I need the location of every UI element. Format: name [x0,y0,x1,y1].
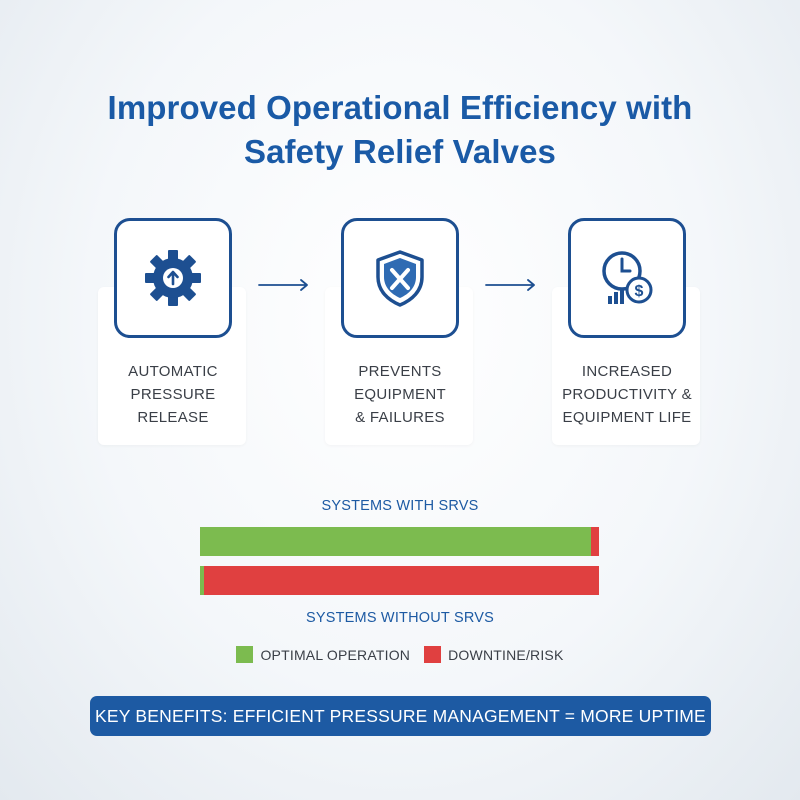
svg-text:$: $ [635,283,644,300]
step-label-line: PRESSURE [130,386,216,403]
page-title: Improved Operational Efficiency with Saf… [0,86,800,174]
bar-without-srvs [200,566,599,595]
bar-segment-risk-without-srvs [203,566,599,595]
step-2-icon-box [341,218,459,338]
bar-segment-optimal-without-srvs [200,566,204,595]
step-label-line: AUTOMATIC [128,363,218,380]
legend-swatch-optimal [236,646,254,663]
step-3-label: INCREASED PRODUCTIVITY & EQUIPMENT LIFE [547,360,707,429]
title-line-2: Safety Relief Valves [243,133,557,170]
step-label-line: PREVENTS [358,363,442,380]
banner-text: KEY BENEFITS: EFFICIENT PRESSURE MANAGEM… [95,705,706,726]
step-1-label: AUTOMATIC PRESSURE RELEASE [93,360,253,429]
step-1-icon-box [114,218,232,338]
shield-icon [376,250,424,307]
bar-segment-optimal-with-srvs [200,527,592,556]
step-label-line: INCREASED [581,363,673,380]
legend-label-risk: DOWNTINE/RISK [448,646,564,663]
legend-swatch-risk [424,646,442,663]
legend-label-optimal: OPTIMAL OPERATION [260,646,411,663]
legend-item-optimal: OPTIMAL OPERATION [236,646,410,663]
legend-item-risk: DOWNTINE/RISK [424,646,563,663]
category-label-with-srvs: SYSTEMS WITH SRVS [321,498,479,514]
chart-legend: OPTIMAL OPERATION DOWNTINE/RISK [0,646,800,663]
step-label-line: EQUIPMENT [354,386,446,403]
category-label-without-srvs: SYSTEMS WITHOUT SRVS [306,610,494,626]
bar-with-srvs [200,527,599,556]
arrow-right-icon [258,279,308,291]
bar-segment-risk-with-srvs [591,527,599,556]
key-benefits-banner: KEY BENEFITS: EFFICIENT PRESSURE MANAGEM… [90,696,711,736]
step-label-line: & FAILURES [355,409,445,426]
gear-up-arrow-icon [145,250,201,306]
arrow-right-icon [485,279,535,291]
step-label-line: RELEASE [137,409,209,426]
step-2-label: PREVENTS EQUIPMENT & FAILURES [320,360,480,429]
title-line-1: Improved Operational Efficiency with [107,89,693,126]
step-label-line: PRODUCTIVITY & [562,386,692,403]
step-3-icon-box: $ [568,218,686,338]
clock-dollar-icon: $ [602,251,653,304]
step-label-line: EQUIPMENT LIFE [562,409,692,426]
